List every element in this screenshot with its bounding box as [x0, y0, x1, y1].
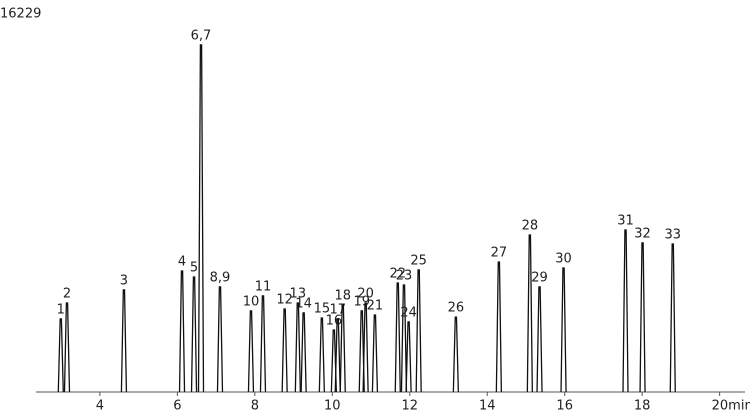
- peak: [362, 302, 369, 393]
- peak-label: 14: [295, 296, 312, 311]
- peak: [358, 310, 365, 393]
- peak: [394, 282, 401, 393]
- peak-label: 29: [531, 270, 548, 285]
- peak-label: 1: [57, 302, 65, 317]
- peak-label: 10: [243, 294, 260, 309]
- peak: [622, 229, 629, 393]
- peak-label: 26: [448, 301, 465, 316]
- peak: [371, 314, 379, 393]
- peak: [281, 308, 288, 393]
- peak: [247, 310, 255, 393]
- peak-label: 3: [120, 273, 128, 288]
- peak: [560, 267, 567, 393]
- x-tick-label: 14: [479, 399, 496, 411]
- peak: [178, 270, 186, 393]
- peak-label: 25: [410, 253, 427, 268]
- peak: [669, 243, 676, 393]
- peak: [415, 269, 422, 393]
- peak-label: 22: [389, 266, 406, 281]
- y-tick-label: 16229: [0, 7, 41, 22]
- peak-label: 31: [617, 213, 634, 228]
- peak-label: 32: [634, 226, 651, 241]
- peak: [300, 312, 307, 393]
- peak: [536, 286, 543, 393]
- peak-label: 2: [63, 287, 71, 302]
- peak: [526, 234, 533, 393]
- peak-label: 33: [664, 228, 681, 243]
- peak: [120, 289, 128, 393]
- peak: [318, 317, 325, 393]
- peak-label: 28: [522, 219, 539, 234]
- peak-label: 8,9: [210, 270, 231, 285]
- peak: [57, 318, 64, 393]
- peak-label: 27: [491, 246, 508, 261]
- peak: [216, 286, 224, 393]
- peak-label: 15: [314, 302, 331, 317]
- peak: [405, 321, 412, 393]
- peak-label: 11: [255, 279, 272, 294]
- x-tick-label: 20min: [712, 399, 750, 411]
- peak-label: 12: [276, 293, 293, 308]
- peak-label: 5: [190, 261, 198, 276]
- peak: [63, 302, 71, 393]
- peak-label: 6,7: [191, 28, 212, 43]
- x-tick-label: 12: [401, 399, 418, 411]
- x-tick-label: 6: [173, 399, 181, 411]
- peak-label: 13: [290, 287, 307, 302]
- peak: [400, 284, 408, 393]
- x-tick-label: 4: [96, 399, 104, 411]
- peak: [190, 276, 198, 393]
- peak: [197, 44, 205, 393]
- x-tick-label: 16: [556, 399, 573, 411]
- peak: [294, 302, 301, 393]
- peak: [495, 261, 503, 393]
- peak-label: 24: [400, 305, 417, 320]
- peak-label: 18: [334, 288, 351, 303]
- peak-label: 30: [555, 252, 572, 267]
- x-tick-label: 8: [251, 399, 259, 411]
- peak: [639, 242, 646, 393]
- peak-label: 23: [396, 269, 413, 284]
- x-tick-label: 10: [324, 399, 341, 411]
- peak: [339, 304, 346, 393]
- peak-label: 20: [357, 287, 374, 302]
- peak-label: 4: [178, 255, 186, 270]
- peak: [259, 295, 267, 393]
- peak-label: 21: [367, 299, 384, 314]
- x-tick-label: 18: [634, 399, 651, 411]
- peak: [452, 316, 460, 393]
- peak: [334, 318, 341, 393]
